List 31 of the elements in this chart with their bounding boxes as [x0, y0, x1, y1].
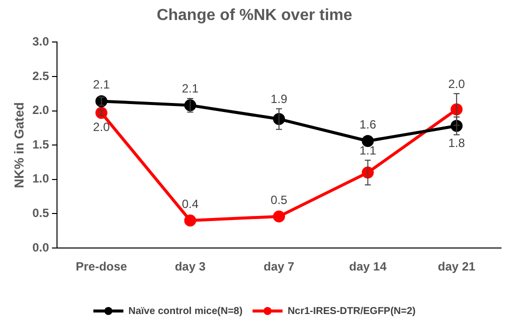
x-tick-label: day 7: [264, 260, 295, 274]
data-label: 0.4: [182, 196, 199, 211]
y-tick-label: 1.0: [32, 172, 50, 186]
legend-label: Ncr1-IRES-DTR/EGFP(N=2): [288, 306, 416, 317]
x-tick-label: Pre-dose: [76, 260, 128, 274]
data-label: 2.0: [93, 120, 110, 134]
y-axis-title: NK% in Gated: [11, 102, 26, 188]
y-tick-label: 2.5: [32, 68, 50, 83]
data-label: 2.0: [448, 76, 466, 91]
data-label: 1.8: [448, 136, 466, 150]
data-label: 2.1: [93, 78, 110, 92]
point: [273, 210, 285, 222]
y-tick-label: 2.0: [32, 103, 50, 118]
data-label: 1.1: [359, 144, 376, 158]
point: [362, 134, 374, 147]
point: [95, 95, 108, 108]
chart-title: Change of %NK over time: [156, 7, 352, 24]
x-tick-label: day 14: [349, 260, 387, 274]
y-tick-label: 0.0: [32, 240, 50, 254]
data-label: 2.1: [182, 82, 199, 96]
x-tick-label: day 3: [174, 260, 206, 274]
y-tick-label: 1.5: [32, 137, 50, 152]
data-label: 0.5: [270, 192, 288, 207]
x-tick-label: day 21: [438, 260, 476, 274]
point: [95, 106, 108, 119]
data-label: 1.6: [359, 117, 376, 132]
point: [184, 214, 196, 227]
y-tick-label: 3.0: [32, 34, 50, 49]
legend-label: Naïve control mice(N=8): [128, 306, 243, 317]
data-label: 1.9: [270, 92, 288, 106]
y-tick-label: 0.5: [32, 206, 50, 220]
